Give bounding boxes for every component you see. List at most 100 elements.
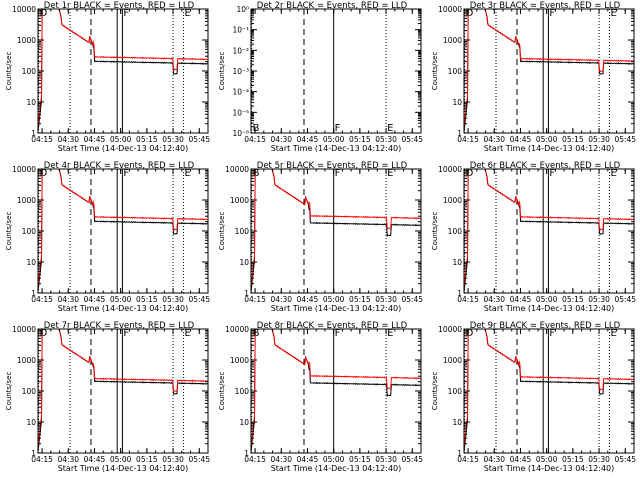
y-tick-label: 10⁻⁵ — [232, 108, 249, 117]
lld-series-line — [38, 329, 208, 448]
marker-label: F — [123, 8, 129, 19]
x-tick-label: 05:15 — [562, 135, 584, 144]
x-tick-label: 04:45 — [84, 295, 106, 304]
y-tick-label: 1 — [244, 449, 249, 458]
x-tick-label: 04:15 — [244, 295, 266, 304]
lld-series-line — [464, 9, 634, 128]
chart-title: Det 9r BLACK = Events, RED = LLD — [470, 321, 621, 331]
y-tick-label: 10 — [452, 258, 462, 267]
x-tick-label: 04:15 — [244, 135, 266, 144]
y-tick-label: 10⁻³ — [232, 67, 249, 76]
x-tick-label: 05:15 — [349, 295, 371, 304]
x-tick-label: 05:45 — [614, 135, 636, 144]
y-tick-label: 10 — [239, 418, 249, 427]
x-tick-label: 05:30 — [588, 455, 610, 464]
x-axis-label: Start Time (14-Dec-13 04:12:40) — [58, 144, 189, 153]
chart-title: Det 4r BLACK = Events, RED = LLD — [44, 161, 195, 171]
plot-frame — [463, 8, 635, 134]
marker-label: E — [185, 168, 191, 179]
plot-frame — [250, 168, 422, 294]
x-axis-label: Start Time (14-Dec-13 04:12:40) — [484, 304, 615, 313]
x-tick-label: 04:30 — [57, 135, 79, 144]
x-tick-label: 04:45 — [510, 295, 532, 304]
x-tick-label: 05:00 — [536, 295, 558, 304]
x-tick-label: 04:30 — [483, 135, 505, 144]
marker-label: D — [466, 8, 474, 19]
y-tick-label: 1 — [457, 449, 462, 458]
x-tick-label: 05:30 — [162, 135, 184, 144]
y-tick-label: 1000 — [230, 356, 249, 365]
marker-label: F — [549, 8, 555, 19]
x-tick-label: 04:30 — [483, 455, 505, 464]
y-tick-label: 10 — [26, 258, 36, 267]
x-tick-label: 04:30 — [57, 455, 79, 464]
x-tick-label: 05:30 — [588, 135, 610, 144]
chart-title: Det 1r BLACK = Events, RED = LLD — [44, 1, 195, 11]
x-tick-label: 04:15 — [31, 455, 53, 464]
x-tick-label: 05:45 — [188, 455, 210, 464]
y-tick-label: 10000 — [225, 165, 249, 174]
x-tick-label: 05:15 — [349, 135, 371, 144]
x-tick-label: 04:30 — [57, 295, 79, 304]
y-tick-label: 1 — [457, 289, 462, 298]
y-tick-label: 100 — [22, 67, 37, 76]
x-axis-label: Start Time (14-Dec-13 04:12:40) — [271, 144, 402, 153]
y-tick-label: 10⁻⁶ — [232, 129, 249, 138]
y-tick-label: 1000 — [443, 356, 462, 365]
x-tick-label: 04:15 — [31, 295, 53, 304]
x-tick-label: 05:45 — [614, 455, 636, 464]
y-tick-label: 100 — [22, 387, 37, 396]
x-axis-label: Start Time (14-Dec-13 04:12:40) — [484, 464, 615, 473]
x-tick-label: 05:00 — [536, 135, 558, 144]
x-tick-label: 04:45 — [297, 135, 319, 144]
y-axis-label: Counts/sec — [431, 212, 439, 251]
x-tick-label: 05:45 — [188, 135, 210, 144]
y-tick-label: 10 — [26, 418, 36, 427]
y-tick-label: 1000 — [230, 196, 249, 205]
x-tick-label: 05:00 — [323, 455, 345, 464]
chart-title: Det 3r BLACK = Events, RED = LLD — [470, 1, 621, 11]
x-tick-label: 05:45 — [614, 295, 636, 304]
lld-series-line — [464, 169, 634, 288]
x-tick-label: 05:45 — [188, 295, 210, 304]
marker-label: E — [611, 168, 617, 179]
chart-title: Det 2r BLACK = Events, RED = LLD — [257, 1, 408, 11]
lld-series-line — [251, 169, 421, 288]
x-tick-label: 05:00 — [110, 135, 132, 144]
x-tick-label: 05:00 — [323, 295, 345, 304]
marker-label: D — [466, 328, 474, 339]
y-tick-label: 1000 — [17, 196, 36, 205]
x-tick-label: 04:30 — [483, 295, 505, 304]
plot-frame — [37, 328, 209, 454]
y-tick-label: 100 — [448, 67, 463, 76]
y-axis-label: Counts/sec — [218, 52, 226, 91]
marker-label: E — [611, 8, 617, 19]
y-axis-label: Counts/sec — [431, 372, 439, 411]
x-tick-label: 04:15 — [31, 135, 53, 144]
x-axis-label: Start Time (14-Dec-13 04:12:40) — [58, 304, 189, 313]
x-tick-label: 04:15 — [244, 455, 266, 464]
marker-label: D — [466, 168, 474, 179]
marker-label: F — [549, 168, 555, 179]
y-tick-label: 10⁰ — [236, 5, 249, 14]
y-axis-label: Counts/sec — [431, 52, 439, 91]
y-tick-label: 10000 — [438, 325, 462, 334]
y-tick-label: 10 — [239, 258, 249, 267]
marker-label: F — [123, 328, 129, 339]
x-axis-label: Start Time (14-Dec-13 04:12:40) — [484, 144, 615, 153]
y-tick-label: 1 — [31, 129, 36, 138]
x-tick-label: 05:30 — [162, 295, 184, 304]
y-tick-label: 100 — [22, 227, 37, 236]
y-tick-label: 1 — [457, 129, 462, 138]
x-tick-label: 04:15 — [457, 455, 479, 464]
x-tick-label: 05:15 — [136, 455, 158, 464]
x-tick-label: 05:30 — [375, 455, 397, 464]
x-tick-label: 05:45 — [401, 295, 423, 304]
x-tick-label: 05:30 — [588, 295, 610, 304]
